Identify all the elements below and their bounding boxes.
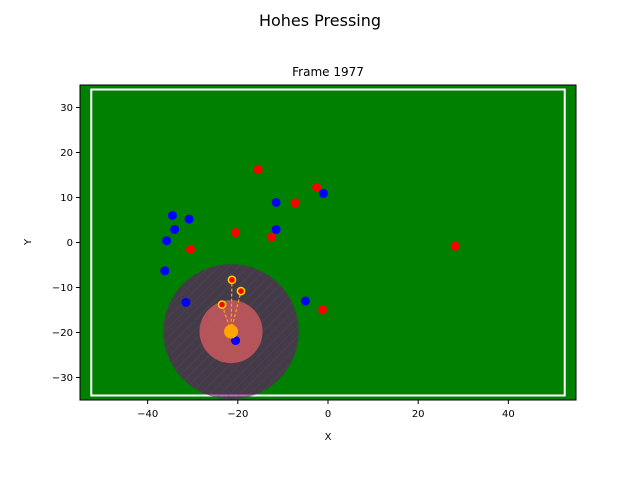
plot-area — [80, 85, 576, 400]
y-axis-label: Y — [23, 238, 34, 246]
player-point — [167, 211, 177, 220]
x-axis-label: X — [325, 432, 332, 443]
player-point — [184, 214, 194, 224]
press-line — [230, 279, 233, 332]
y-tick-label: 10 — [60, 193, 73, 204]
player-point — [312, 182, 322, 192]
y-tick-label: −10 — [52, 283, 73, 294]
y-tick-label: 0 — [67, 238, 73, 249]
player-point — [318, 305, 328, 315]
y-tick-label: −20 — [52, 328, 73, 339]
player-point — [181, 297, 191, 307]
ball-point — [224, 324, 239, 339]
player-point — [185, 244, 195, 254]
player-point — [271, 224, 281, 234]
plot-marks — [90, 88, 566, 400]
presser-point — [217, 300, 227, 309]
player-point — [231, 336, 241, 346]
x-tick-label: 40 — [502, 409, 515, 420]
chart-title: Frame 1977 — [292, 65, 364, 79]
player-point — [450, 241, 460, 251]
x-axis-ticks: −40 −20 0 20 40 — [137, 400, 515, 420]
x-tick-label: −20 — [227, 409, 248, 420]
player-point — [160, 266, 170, 276]
player-point — [318, 188, 328, 198]
figure-title: Hohes Pressing — [259, 11, 381, 30]
x-tick-label: 20 — [412, 409, 425, 420]
player-point — [290, 198, 300, 208]
presser-point — [236, 286, 246, 296]
player-point — [231, 228, 241, 238]
player-point — [271, 197, 281, 207]
y-tick-label: 20 — [60, 148, 73, 159]
player-point — [267, 232, 277, 242]
presser-point — [227, 275, 237, 285]
player-point — [300, 296, 310, 306]
player-point — [253, 165, 263, 175]
y-axis-ticks: −30 −20 −10 0 10 20 30 — [52, 103, 80, 384]
player-point — [162, 236, 172, 246]
x-tick-label: 0 — [325, 409, 331, 420]
y-tick-label: 30 — [60, 103, 73, 114]
y-tick-label: −30 — [52, 373, 73, 384]
pitch-boundary — [90, 88, 566, 397]
x-tick-label: −40 — [137, 409, 158, 420]
player-point — [170, 224, 180, 234]
